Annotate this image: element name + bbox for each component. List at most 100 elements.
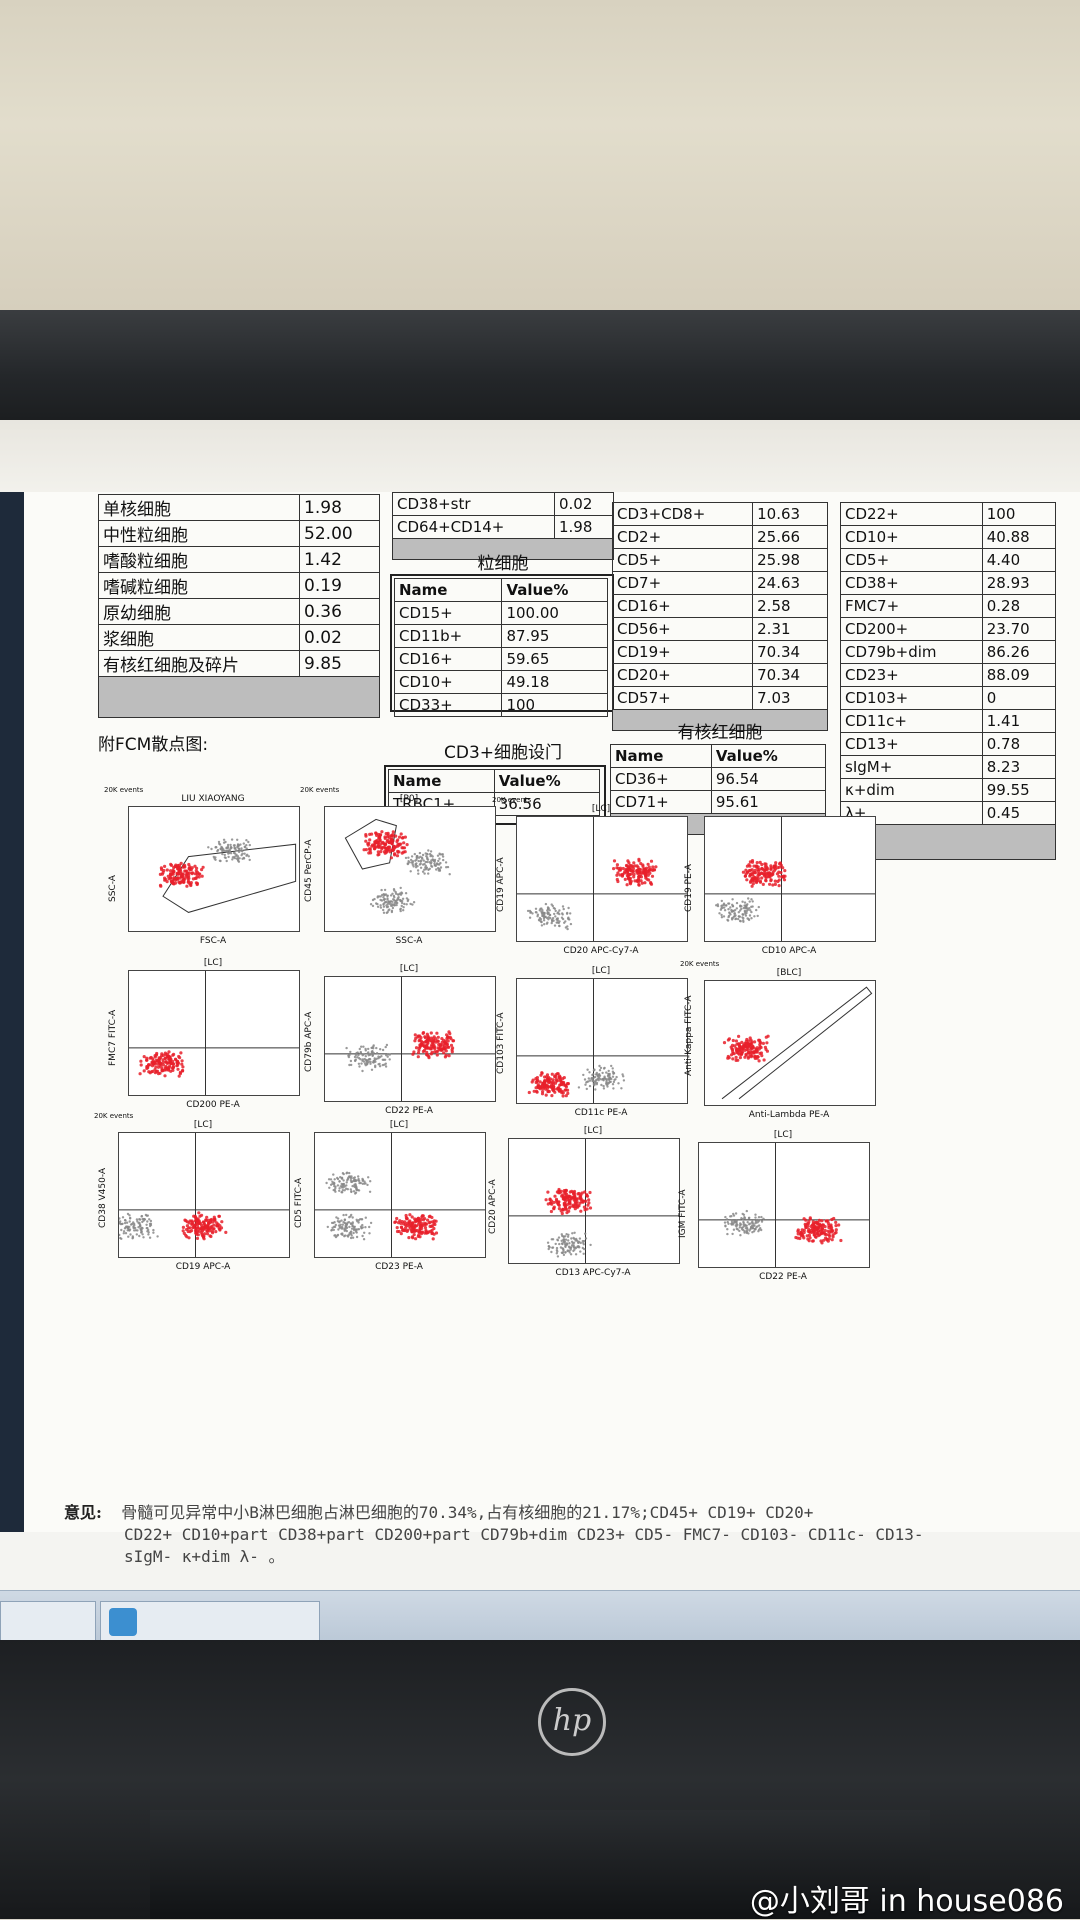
event-dot [237,860,241,863]
event-dot [366,1183,369,1187]
event-dot [749,879,753,883]
event-dot [382,905,386,908]
row-value: 100 [981,502,1057,526]
plot-dots [158,838,297,913]
event-dot [573,1195,577,1199]
table-row: CD13+ 0.78 [840,732,1057,756]
event-dot [405,897,409,900]
plot-title: [LC] [399,964,419,974]
event-dot [354,1192,357,1195]
event-dot [389,856,393,860]
event-dot [529,911,532,914]
event-dot [414,1218,418,1222]
event-dot [375,1046,378,1050]
row-name: CD7+ [611,571,754,595]
event-dot [364,1055,367,1058]
event-dot [423,1035,427,1039]
event-dot [817,1218,821,1222]
taskbar-button-1[interactable] [0,1601,96,1641]
event-dot [393,1220,397,1224]
event-dot [444,1049,448,1053]
event-dot [334,1187,337,1190]
event-dot [414,1046,419,1050]
event-dot [326,1225,329,1229]
event-dot [562,1253,566,1257]
event-dot [548,909,551,912]
event-dot [753,1040,757,1044]
event-dot [132,1221,135,1224]
event-dot [410,1229,414,1233]
event-dot [378,838,382,842]
event-dot [182,864,186,868]
event-dot [825,1219,829,1223]
event-dot [374,831,378,835]
event-dot [438,1043,442,1047]
event-dot [770,873,774,877]
row-name: CD11b+ [393,624,503,648]
event-dot [781,866,785,870]
event-dot [720,899,723,903]
event-dot [539,1073,543,1077]
event-dot [731,898,734,901]
event-dot [716,904,720,908]
event-dot [407,860,410,863]
event-dot [352,1190,356,1193]
event-dot [446,1035,450,1039]
event-dot [361,1178,365,1182]
event-dot [419,1232,424,1236]
event-dot [729,1053,734,1057]
event-dot [565,1243,568,1247]
gray-footer-row [392,538,614,560]
row-value: 2.31 [752,617,828,641]
row-value: 1.41 [981,709,1057,733]
event-dot [378,1065,382,1068]
event-dot [540,924,544,927]
event-dot [229,847,232,850]
event-dot [742,1221,745,1225]
event-dot [350,1227,354,1230]
table-row: CD10+ 40.88 [840,525,1057,549]
event-dot [429,1052,433,1056]
cd3-gate-title: CD3+细胞设门 [443,743,563,763]
event-dot [384,1065,388,1068]
event-dot [618,866,623,870]
event-dot [414,1237,418,1241]
event-dot [169,1061,173,1066]
table-row: CD71+ 95.61 [610,790,827,814]
event-dot [237,847,241,850]
event-dot [355,1188,358,1192]
row-value: 99.55 [981,778,1057,802]
row-name: 原幼细胞 [97,598,301,625]
event-dot [161,1063,165,1067]
taskbar-button-2[interactable] [100,1601,320,1641]
y-axis-label: CD19 PE-A [684,864,694,912]
event-dot [798,1236,802,1241]
event-dot [611,1083,615,1086]
event-dot [413,852,416,856]
event-dot [740,907,743,911]
event-dot [773,882,777,886]
event-dot [245,847,248,850]
event-dot [570,1189,574,1193]
event-dot [158,883,163,887]
event-dot [587,1077,590,1080]
row-value: 100.00 [501,601,608,625]
event-dot [157,1056,161,1060]
event-dot [371,898,375,902]
event-dot [342,1213,345,1217]
scatter-plot: [LC] CD23 PE-A CD5 FITC-A [290,1114,490,1278]
event-dot [342,1186,345,1189]
row-value: 52.00 [299,520,380,547]
event-dot [348,1232,351,1235]
event-dot [416,869,420,872]
event-dot [342,1182,346,1186]
event-dot [611,1067,614,1070]
event-dot [122,1230,126,1233]
event-dot [404,1226,408,1230]
x-axis-label: Anti-Lambda PE-A [748,1110,830,1120]
event-dot [396,842,400,847]
event-dot [739,920,742,923]
event-dot [754,1213,757,1216]
event-dot [629,868,633,872]
event-dot [447,1045,451,1049]
